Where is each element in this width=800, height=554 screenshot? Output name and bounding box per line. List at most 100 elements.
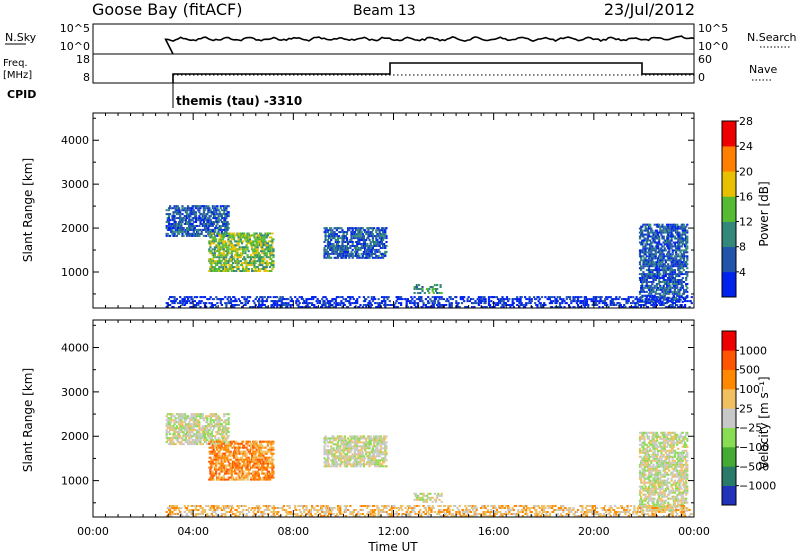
power-echo-cell — [354, 247, 358, 249]
power-echo-cell — [662, 288, 665, 291]
power-echo-cell — [212, 260, 215, 263]
power-echo-cell — [253, 232, 256, 235]
power-echo-cell — [640, 229, 643, 232]
power-echo-cell — [653, 277, 656, 279]
power-echo-cell — [415, 286, 418, 288]
power-echo-cell — [366, 245, 369, 247]
power-echo-cell — [375, 229, 378, 232]
velocity-echo-cell — [226, 468, 229, 471]
power-echo-cell — [212, 217, 216, 220]
power-echo-cell — [654, 249, 657, 252]
power-echo-cell — [194, 207, 198, 210]
power-echo-cell — [215, 213, 218, 216]
power-echo-cell — [196, 234, 199, 237]
velocity-echo-cell — [224, 427, 227, 430]
velocity-echo-cell — [271, 462, 274, 465]
power-echo-cell — [539, 304, 542, 306]
power-echo-cell — [640, 251, 643, 254]
velocity-echo-cell — [197, 423, 200, 426]
velocity-echo-cell — [212, 413, 216, 416]
power-echo-cell — [265, 252, 268, 255]
power-echo-cell — [329, 237, 332, 240]
power-echo-cell — [676, 298, 679, 301]
power-echo-cell — [272, 248, 275, 251]
power-echo-cell — [200, 296, 203, 299]
power-echo-cell — [218, 232, 221, 235]
power-echo-cell — [212, 230, 216, 233]
power-echo-cell — [678, 243, 681, 246]
nave-tick-bottom: 0 — [698, 71, 705, 84]
power-echo-cell — [199, 296, 202, 299]
power-echo-cell — [503, 298, 506, 301]
velocity-echo-cell — [225, 478, 228, 481]
power-echo-cell — [563, 306, 566, 308]
power-echo-cell — [317, 300, 320, 303]
power-echo-cell — [269, 250, 272, 253]
velocity-echo-cell — [182, 439, 185, 442]
velocity-echo-cell — [220, 437, 223, 440]
velocity-echo-cell — [212, 452, 215, 455]
velocity-echo-cell — [199, 433, 202, 436]
power-echo-cell — [359, 229, 362, 232]
power-echo-cell — [326, 231, 329, 234]
velocity-echo-cell — [218, 421, 221, 424]
power-echo-cell — [242, 268, 245, 270]
power-echo-cell — [220, 230, 223, 233]
power-echo-cell — [248, 236, 251, 239]
power-echo-cell — [656, 251, 660, 254]
power-echo-cell — [197, 205, 200, 208]
velocity-echo-cell — [229, 454, 232, 457]
velocity-echo-cell — [239, 442, 242, 445]
velocity-echo-cell — [198, 415, 201, 418]
power-echo-cell — [380, 241, 384, 243]
power-echo-cell — [617, 298, 620, 301]
velocity-echo-cell — [234, 462, 237, 465]
velocity-echo-cell — [184, 419, 187, 422]
velocity-echo-cell — [222, 454, 225, 457]
power-echo-cell — [667, 255, 670, 258]
power-echo-cell — [210, 221, 213, 223]
power-echo-cell — [313, 306, 316, 308]
power-echo-cell — [644, 227, 647, 230]
power-echo-cell — [212, 211, 216, 214]
power-echo-cell — [487, 300, 491, 303]
velocity-echo-cell — [256, 450, 259, 453]
power-echo-cell — [421, 290, 424, 292]
power-echo-cell — [179, 296, 182, 299]
power-echo-cell — [347, 229, 350, 232]
power-echo-cell — [175, 298, 178, 301]
power-echo-cell — [686, 231, 689, 234]
power-echo-cell — [388, 300, 391, 303]
power-echo-cell — [349, 304, 352, 306]
power-echo-cell — [384, 304, 387, 306]
power-echo-cell — [233, 258, 236, 261]
velocity-echo-cell — [209, 470, 212, 473]
velocity-echo-cell — [217, 478, 220, 481]
power-echo-cell — [338, 245, 341, 247]
power-echo-cell — [652, 247, 655, 250]
power-echo-cell — [183, 230, 186, 233]
velocity-echo-cell — [224, 421, 227, 424]
power-echo-cell — [321, 306, 324, 308]
power-echo-cell — [653, 223, 656, 226]
power-echo-cell — [316, 302, 319, 305]
power-echo-cell — [198, 209, 201, 212]
power-echo-cell — [644, 263, 647, 266]
power-echo-cell — [182, 209, 185, 212]
velocity-echo-cell — [260, 446, 263, 449]
power-echo-cell — [280, 306, 283, 308]
power-echo-cell — [218, 248, 221, 251]
power-echo-cell — [165, 234, 168, 237]
power-echo-cell — [227, 236, 230, 239]
velocity-echo-cell — [242, 440, 245, 443]
velocity-echo-cell — [238, 468, 241, 471]
power-echo-cell — [242, 266, 245, 269]
power-echo-cell — [678, 241, 681, 244]
power-echo-cell — [379, 229, 382, 232]
velocity-echo-cell — [174, 427, 177, 430]
power-echo-cell — [289, 296, 292, 299]
power-echo-cell — [237, 304, 240, 306]
power-echo-cell — [361, 256, 364, 259]
power-echo-cell — [677, 281, 680, 283]
